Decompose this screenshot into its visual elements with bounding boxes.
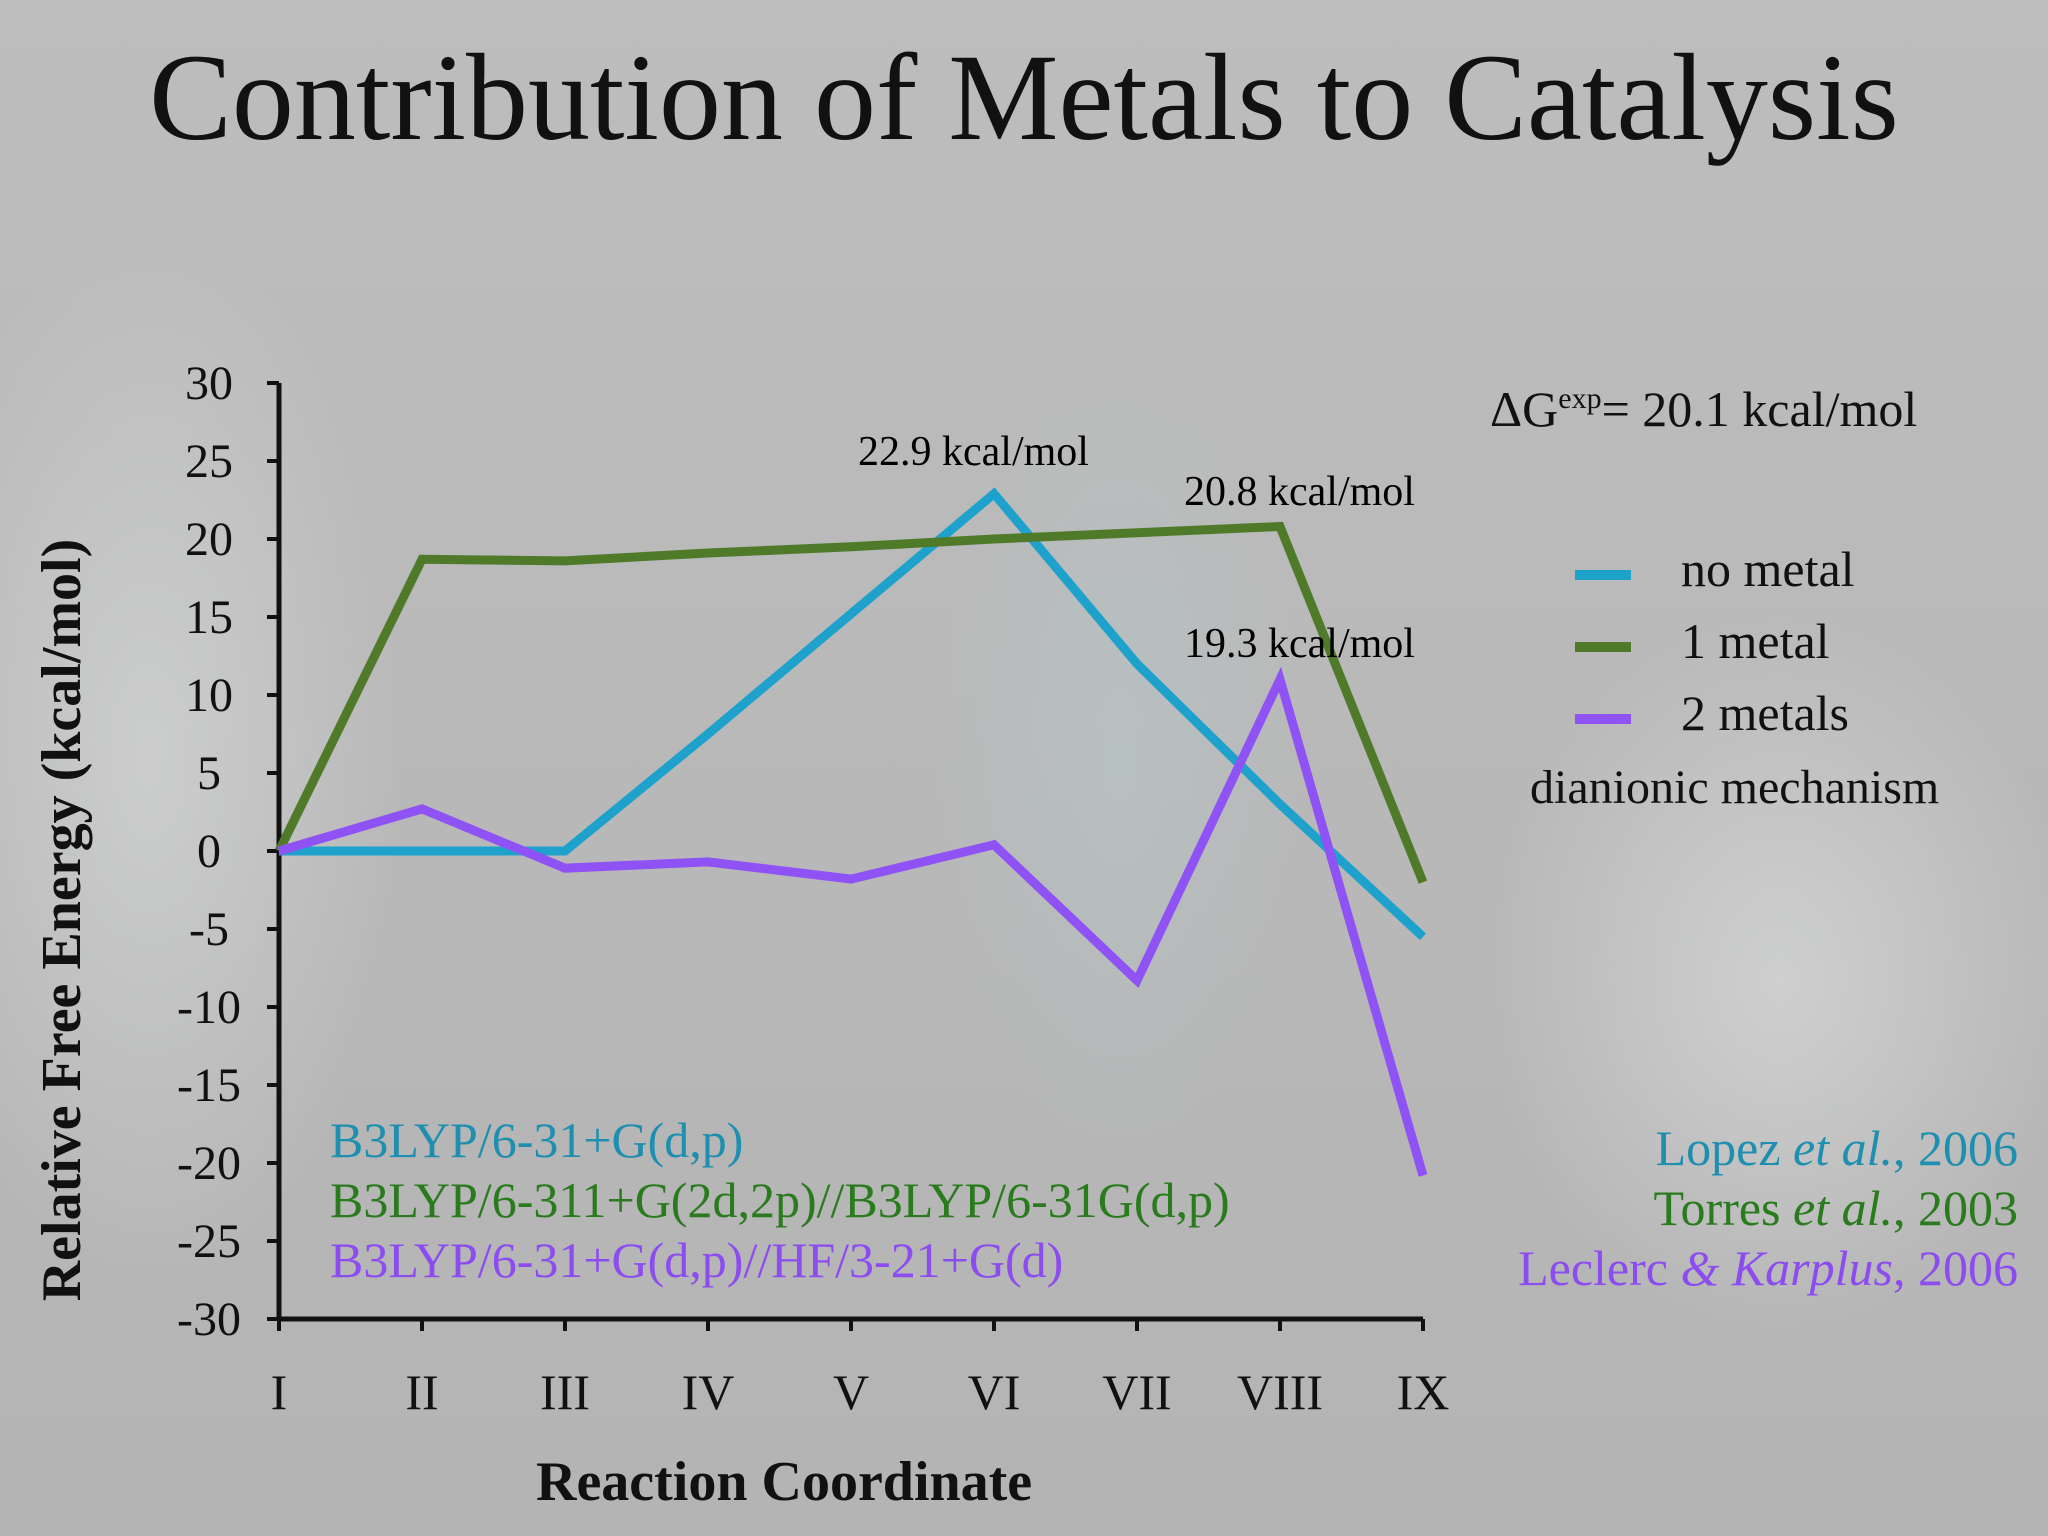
slide-title: Contribution of Metals to Catalysis (149, 29, 1899, 166)
reference-line: Lopez et al., 2006 (1518, 1118, 2018, 1178)
references-list: Lopez et al., 2006 Torres et al., 2003 L… (1518, 1118, 2018, 1298)
x-tick-label: IV (682, 1364, 735, 1420)
method-line: B3LYP/6-31+G(d,p)//HF/3-21+G(d) (330, 1232, 1064, 1288)
y-tick-label: 5 (197, 747, 221, 800)
y-tick-label: -5 (189, 903, 229, 956)
x-axis-label: Reaction Coordinate (536, 1451, 1033, 1513)
annotation-2-metals: 19.3 kcal/mol (1184, 621, 1415, 667)
x-tick-label: IX (1397, 1364, 1450, 1420)
legend-label: 1 metal (1681, 613, 1830, 669)
x-tick-label: VIII (1237, 1364, 1323, 1420)
y-tick-label: -20 (177, 1137, 241, 1190)
reference-line: Torres et al., 2003 (1518, 1178, 2019, 1238)
legend-swatch-1-metal (1575, 642, 1631, 652)
x-tick-label: II (405, 1364, 438, 1420)
y-tick-label: -15 (177, 1059, 241, 1112)
y-tick-label: 20 (185, 513, 233, 566)
y-tick-label: 0 (197, 825, 221, 878)
x-tick-label: I (271, 1364, 288, 1420)
x-tick-label: V (833, 1364, 869, 1420)
x-tick-label: III (540, 1364, 590, 1420)
x-tick-label: VII (1102, 1364, 1171, 1420)
legend-label: 2 metals (1681, 685, 1850, 741)
legend-label: no metal (1681, 541, 1855, 597)
series-line-1-metal (274, 521, 1428, 884)
delta-g-superscript: exp (1558, 382, 1602, 415)
y-tick-label: -25 (177, 1215, 241, 1268)
reference-etal: et al. (1793, 1120, 1893, 1176)
legend-swatch-2-metals (1575, 714, 1631, 724)
reference-author: Torres (1653, 1180, 1794, 1236)
reference-author: Leclerc (1518, 1240, 1681, 1296)
method-line: B3LYP/6-311+G(2d,2p)//B3LYP/6-31G(d,p) (330, 1172, 1230, 1228)
reference-line: Leclerc & Karplus, 2006 (1518, 1238, 2018, 1298)
reference-etal: et al. (1793, 1180, 1893, 1236)
y-tick-label: 30 (185, 357, 233, 410)
reference-year: , 2003 (1893, 1180, 2018, 1236)
reference-year: , 2006 (1893, 1240, 2018, 1296)
y-axis-label: Relative Free Energy (kcal/mol) (31, 538, 93, 1302)
method-line: B3LYP/6-31+G(d,p) (330, 1112, 744, 1168)
reference-author: Lopez (1655, 1120, 1794, 1176)
annotation-1-metal: 20.8 kcal/mol (1184, 469, 1415, 515)
annotation-no-metal: 22.9 kcal/mol (858, 429, 1089, 475)
mechanism-label: dianionic mechanism (1530, 761, 1940, 814)
y-tick-label: -10 (177, 981, 241, 1034)
delta-g-experimental: ΔGexp= 20.1 kcal/mol (1490, 380, 1917, 438)
reference-year: , 2006 (1893, 1120, 2018, 1176)
legend-swatch-no-metal (1575, 570, 1631, 580)
y-tick-label: 10 (185, 669, 233, 722)
series-line-2-metals (277, 666, 1428, 1177)
x-tick-label: VI (968, 1364, 1021, 1420)
delta-g-prefix: ΔG (1490, 381, 1559, 437)
y-tick-label: 15 (185, 591, 233, 644)
delta-g-value: = 20.1 kcal/mol (1601, 381, 1918, 437)
reference-etal: & Karplus (1680, 1240, 1893, 1296)
y-tick-label: -30 (177, 1293, 241, 1346)
y-tick-label: 25 (185, 435, 233, 488)
chart-series (274, 487, 1428, 1177)
methods-list: B3LYP/6-31+G(d,p) B3LYP/6-311+G(2d,2p)//… (330, 1110, 1230, 1290)
